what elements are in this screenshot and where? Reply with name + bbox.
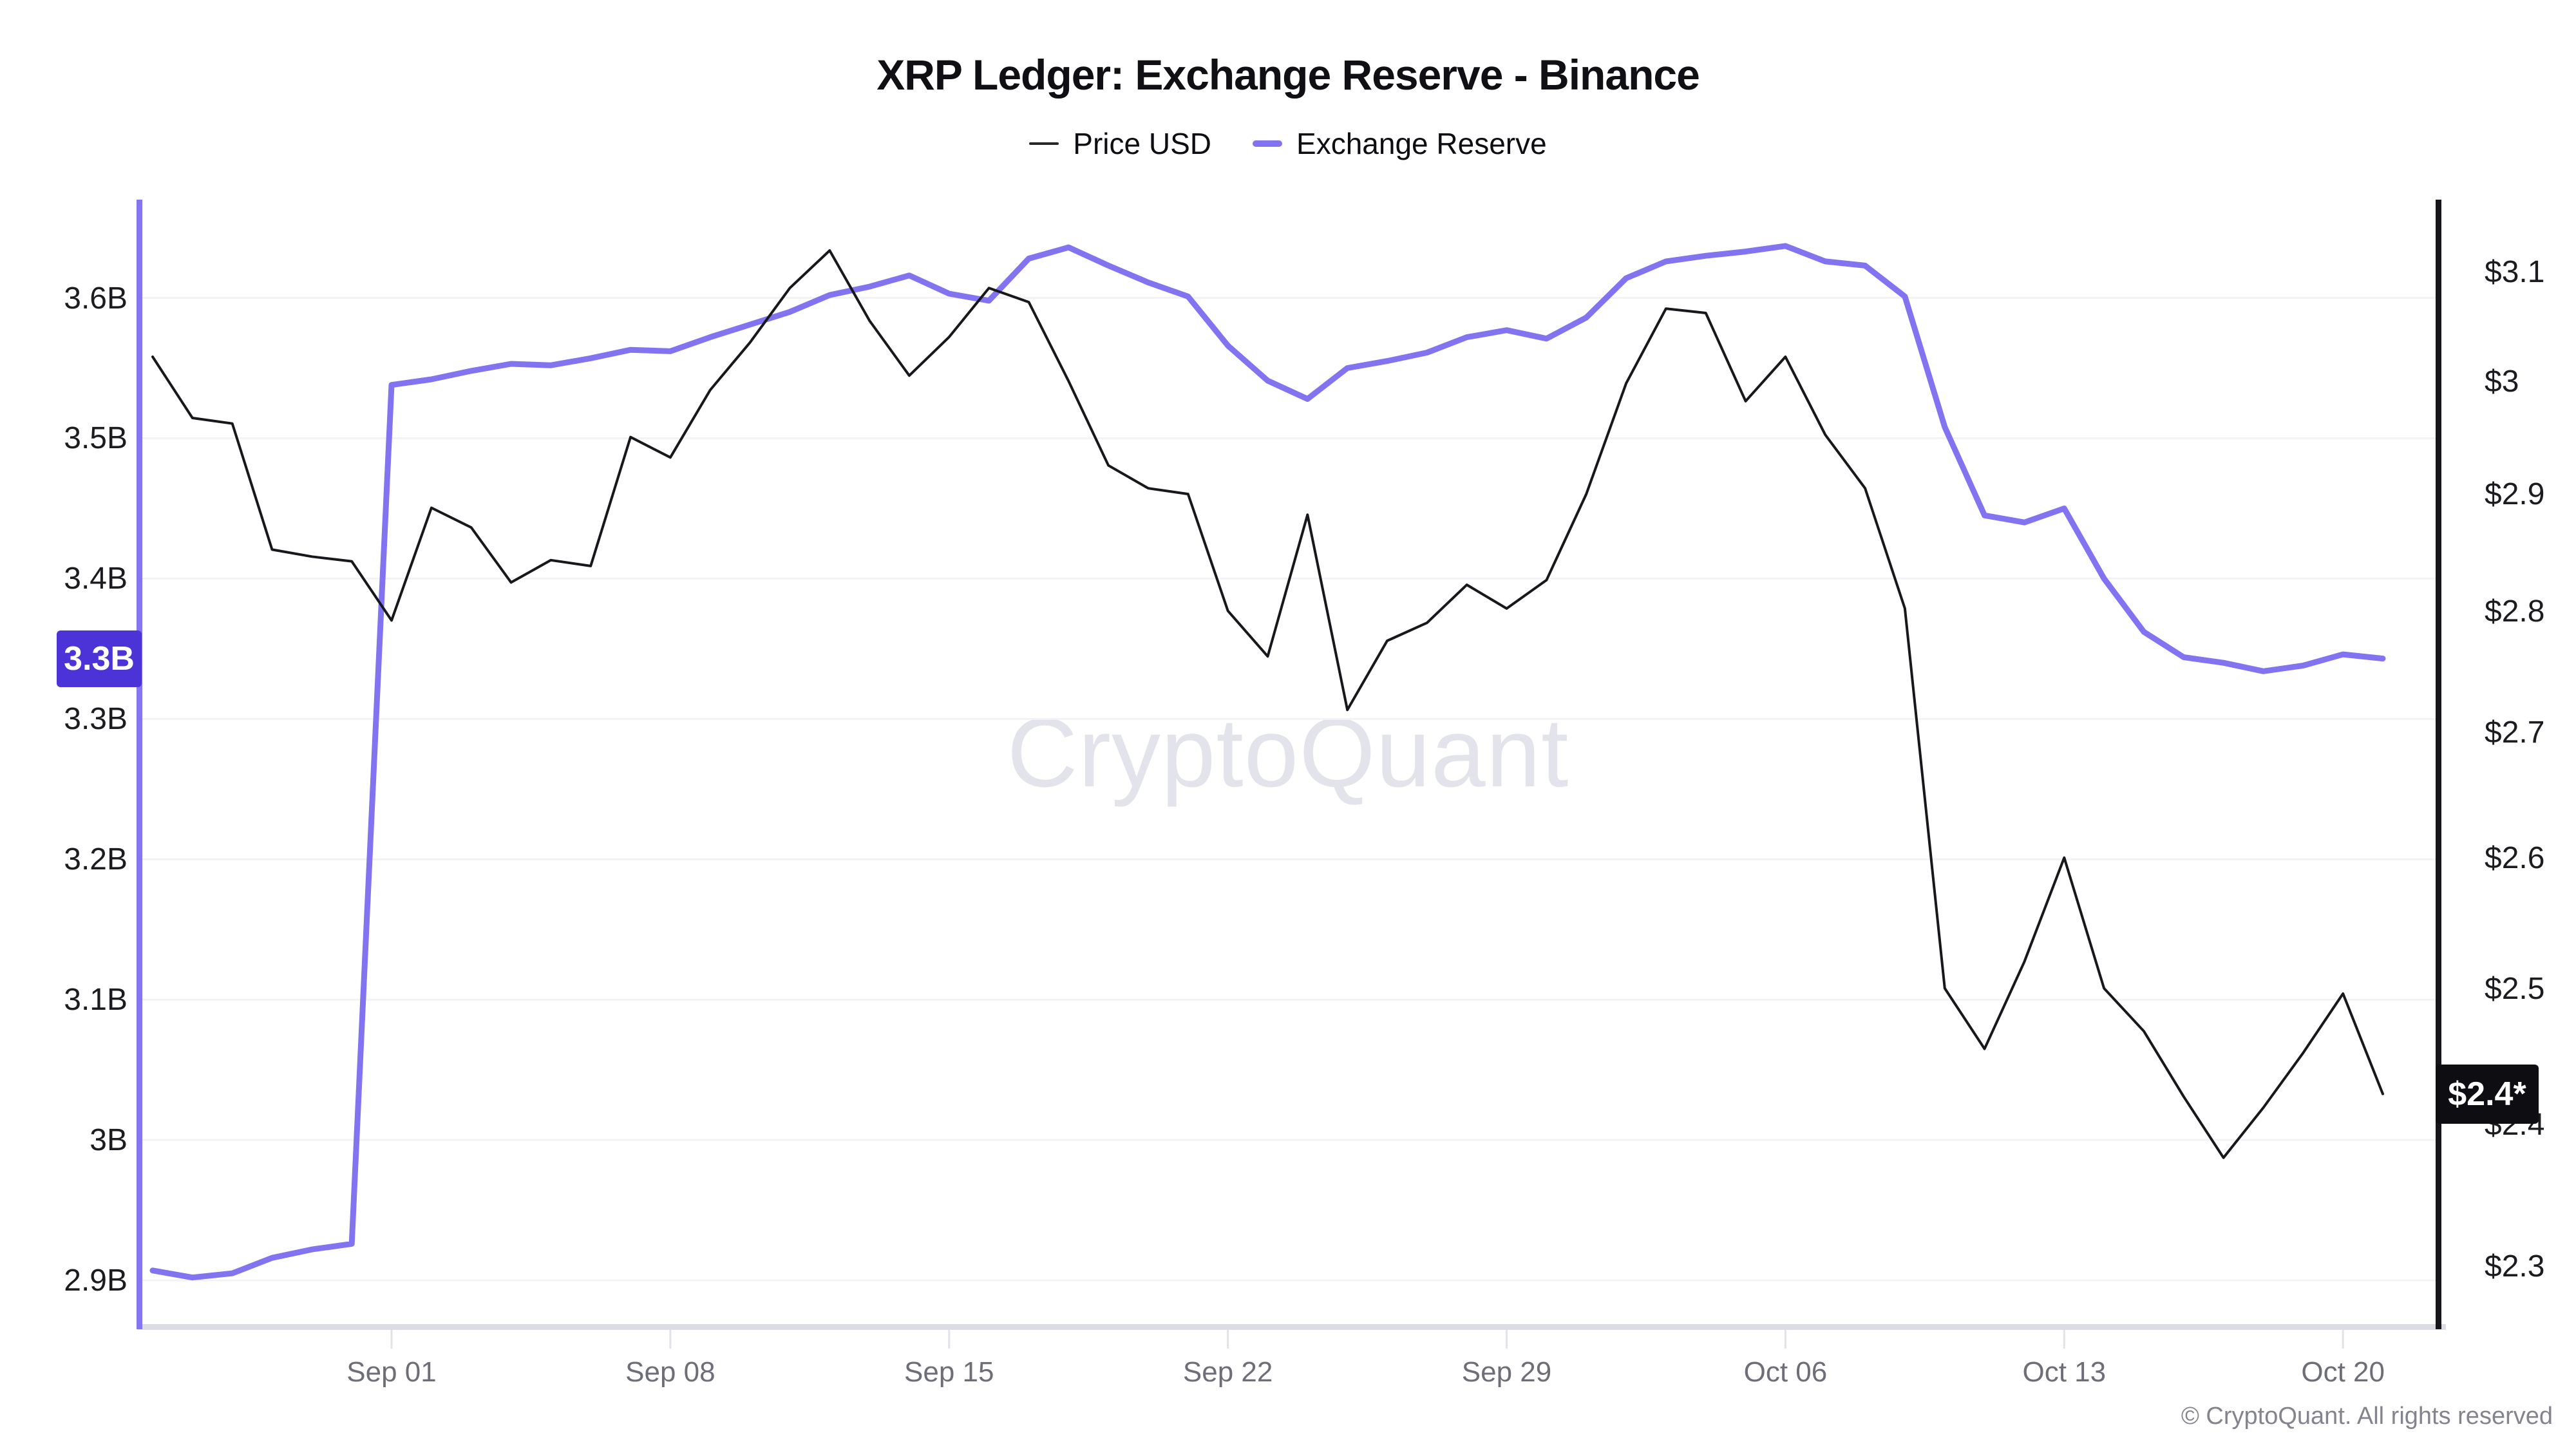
chart-title: XRP Ledger: Exchange Reserve - Binance — [876, 51, 1700, 99]
right-axis-tick-label: $2.7 — [2485, 715, 2545, 750]
price-line-swatch-icon — [1029, 142, 1059, 145]
left-axis-tick-label: 2.9B — [64, 1264, 128, 1298]
left-axis-tick-label: 3.6B — [64, 281, 128, 316]
x-axis-tick-label: Sep 08 — [625, 1356, 715, 1388]
legend-item-price[interactable]: Price USD — [1029, 126, 1211, 161]
right-axis-tick-label: $3.1 — [2485, 255, 2545, 290]
price-current-value-badge: $2.4* — [2436, 1064, 2539, 1124]
right-axis-tick-label: $3 — [2485, 364, 2519, 399]
reserve-line — [149, 243, 2386, 1281]
price-line — [151, 249, 2384, 1159]
left-axis-line — [137, 200, 142, 1329]
right-axis-tick-label: $2.9 — [2485, 477, 2545, 512]
left-axis-tick-label: 3.5B — [64, 421, 128, 456]
right-axis-tick-label: $2.5 — [2485, 971, 2545, 1006]
x-axis-tick-label: Sep 29 — [1461, 1356, 1552, 1388]
legend-item-reserve[interactable]: Exchange Reserve — [1253, 126, 1547, 161]
legend-label-price: Price USD — [1073, 127, 1212, 160]
x-axis-tick-label: Oct 20 — [2301, 1356, 2385, 1388]
reserve-line-swatch-icon — [1253, 140, 1283, 147]
right-axis-tick-label: $2.6 — [2485, 840, 2545, 875]
right-axis-tick-label: $2.3 — [2485, 1249, 2545, 1283]
legend-label-reserve: Exchange Reserve — [1296, 127, 1547, 160]
right-axis-line — [2436, 200, 2441, 1329]
x-axis-tick-label: Sep 22 — [1182, 1356, 1273, 1388]
x-axis-line — [137, 1324, 2446, 1330]
x-axis-tick-label: Oct 13 — [2022, 1356, 2107, 1388]
x-axis-tick-label: Oct 06 — [1743, 1356, 1828, 1388]
chart-legend: Price USD Exchange Reserve — [0, 126, 2576, 161]
left-axis-tick-label: 3B — [90, 1123, 128, 1158]
copyright-footer: © CryptoQuant. All rights reserved — [2181, 1403, 2553, 1430]
left-axis-tick-label: 3.1B — [64, 983, 128, 1018]
left-axis-tick-label: 3.4B — [64, 562, 128, 596]
reserve-current-value-badge: 3.3B — [57, 630, 142, 687]
x-axis-tick-label: Sep 01 — [346, 1356, 437, 1388]
left-axis-tick-label: 3.2B — [64, 842, 128, 877]
right-axis-tick-label: $2.8 — [2485, 594, 2545, 629]
x-axis-tick-label: Sep 15 — [904, 1356, 994, 1388]
left-axis-tick-label: 3.3B — [64, 702, 128, 737]
